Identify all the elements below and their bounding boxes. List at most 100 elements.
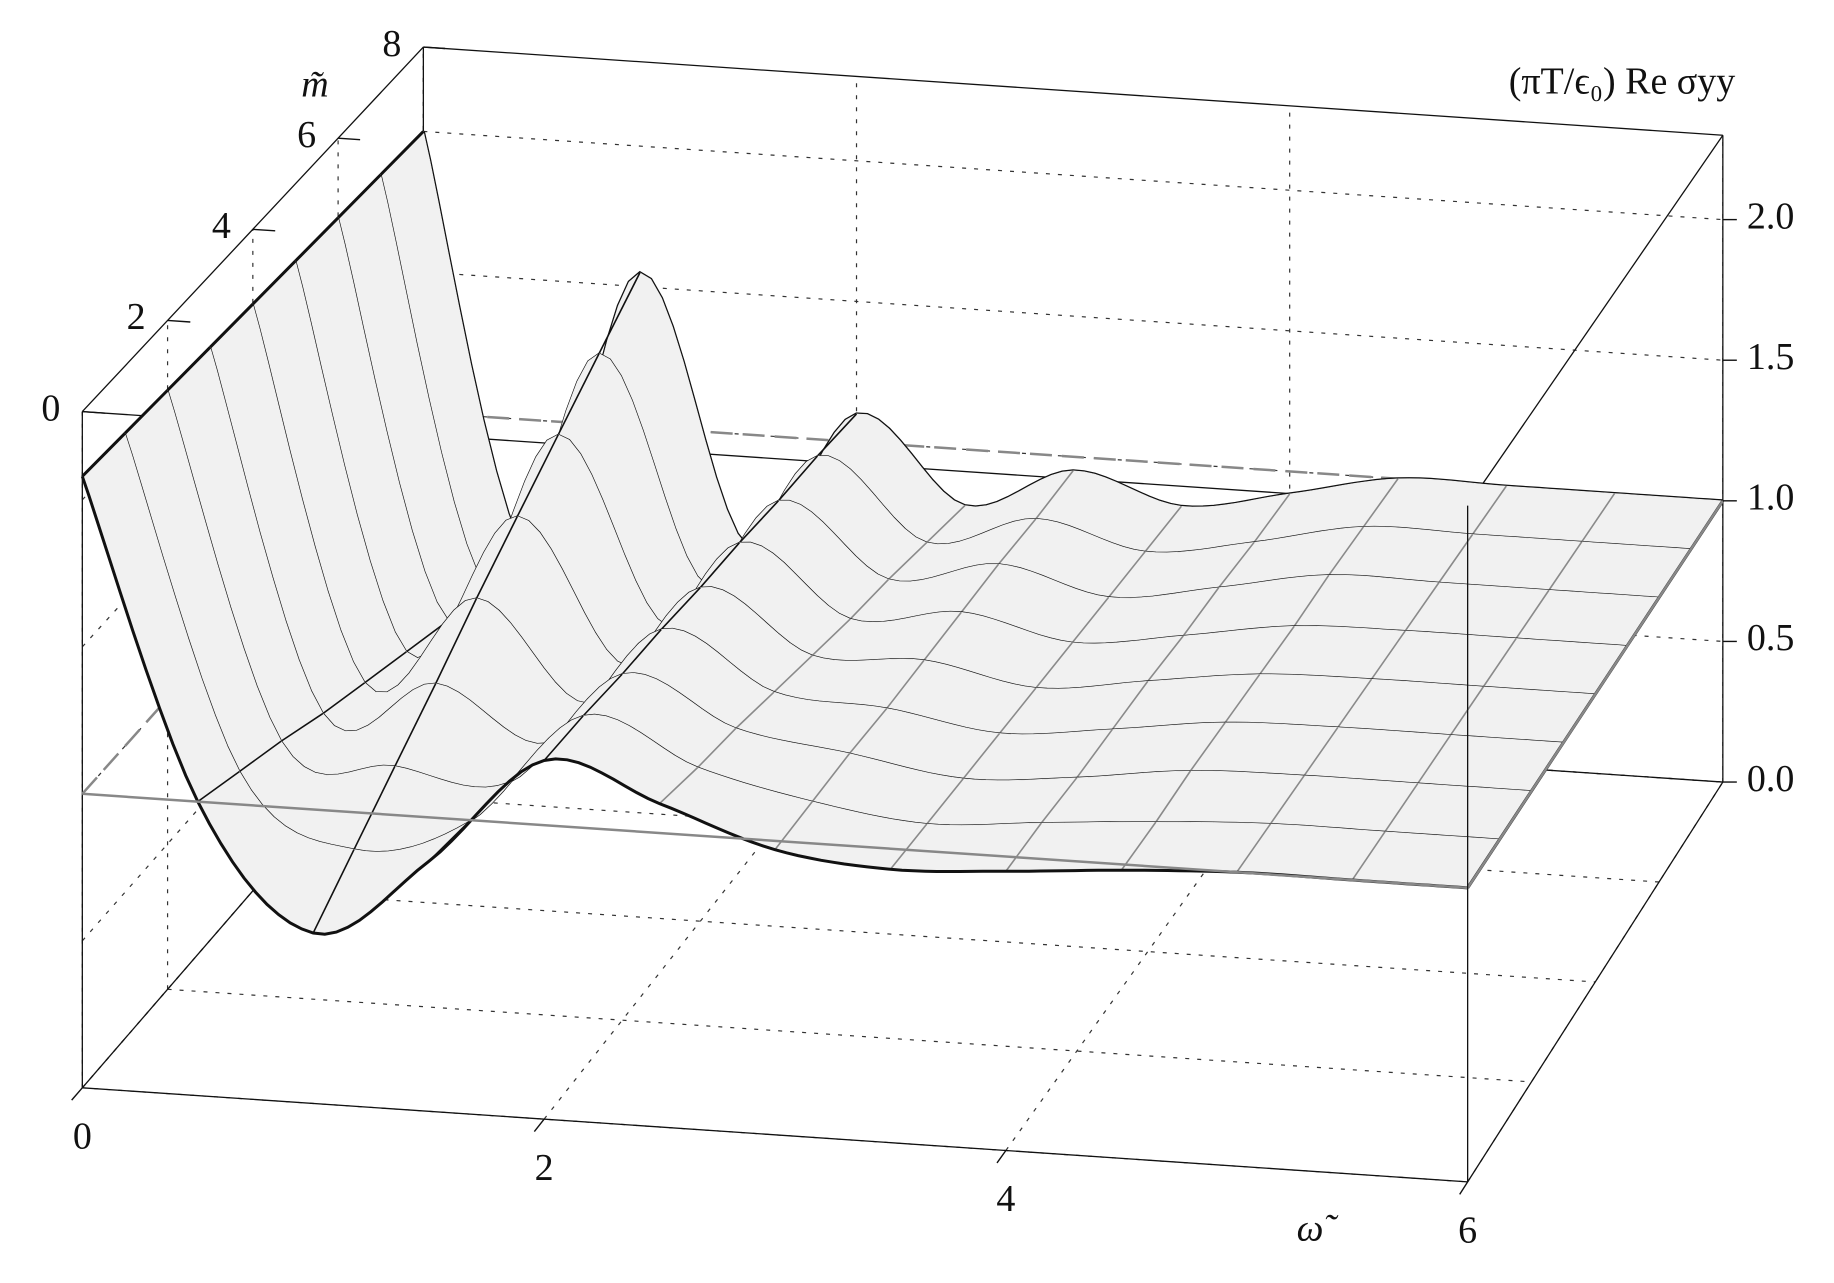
mesh-line	[998, 687, 1037, 734]
mesh-line	[197, 770, 240, 803]
mesh-line	[886, 659, 925, 709]
mesh-line	[516, 434, 559, 517]
mesh-line	[926, 778, 964, 825]
reference-plane-edge	[423, 411, 1723, 503]
mesh-line	[1035, 642, 1073, 689]
mesh-line	[1224, 673, 1261, 724]
z-tick-label: 2.0	[1747, 195, 1795, 237]
y-axis-label: m̃	[301, 64, 328, 106]
mesh-line	[239, 740, 282, 773]
mesh-line	[1417, 734, 1452, 784]
mesh-line	[1071, 596, 1110, 644]
mesh-line	[1155, 770, 1192, 823]
mesh-line	[1269, 775, 1305, 825]
y-tick-label: 4	[212, 205, 231, 247]
mesh-line	[1189, 722, 1226, 772]
z-tick-label: 0.0	[1747, 758, 1795, 800]
mesh-line	[889, 823, 928, 870]
mesh-line	[848, 707, 888, 755]
mesh-line	[1404, 582, 1440, 632]
y-tick-label: 2	[127, 296, 146, 338]
z-tick-label: 1.5	[1747, 336, 1795, 378]
mesh-line	[923, 611, 962, 661]
mesh-line	[364, 651, 407, 684]
mesh-line	[280, 712, 324, 742]
x-tick-label: 6	[1458, 1210, 1477, 1252]
mesh-line	[582, 673, 623, 717]
mesh-line	[337, 173, 382, 219]
box-edge	[82, 1087, 1468, 1183]
grid-line	[423, 130, 1723, 221]
mesh-line	[1384, 782, 1419, 833]
mesh-line	[735, 691, 775, 729]
mesh-line	[777, 455, 819, 502]
mesh-line	[658, 766, 699, 805]
mesh-line	[322, 682, 366, 715]
mesh-line	[699, 542, 740, 589]
y-tick-label: 8	[382, 23, 401, 65]
y-tick	[338, 137, 361, 141]
mesh-line	[1548, 541, 1583, 591]
mesh-line	[294, 216, 340, 263]
mesh-line	[1218, 541, 1255, 589]
mesh-line	[660, 587, 701, 630]
mesh-line	[1337, 678, 1373, 728]
mesh-line	[209, 303, 254, 349]
z-axis-label: (πT/ϵ₀) Re σyy	[1509, 61, 1736, 103]
mesh-line	[353, 765, 396, 850]
grid-line	[81, 552, 424, 942]
mesh-line	[435, 597, 478, 684]
mesh-line	[598, 272, 641, 354]
mesh-line	[738, 500, 779, 544]
mesh-line	[1438, 533, 1474, 584]
mesh-line	[1040, 777, 1078, 824]
mesh-line	[1303, 726, 1339, 777]
mesh-line	[1258, 625, 1295, 675]
x-tick-label: 2	[535, 1147, 554, 1189]
mesh-line	[960, 563, 1000, 613]
x-tick-label: 4	[996, 1178, 1015, 1220]
box-edge	[423, 46, 1723, 136]
mesh-line	[543, 715, 584, 762]
mesh-line	[166, 346, 212, 392]
mesh-line	[887, 542, 928, 580]
x-tick	[533, 1118, 545, 1132]
mesh-line	[1076, 728, 1113, 779]
mesh-line	[81, 432, 127, 478]
y-tick	[167, 319, 191, 323]
mesh-line	[1351, 831, 1386, 881]
mesh-line	[811, 618, 851, 657]
mesh-line	[251, 259, 297, 306]
x-tick	[1459, 1181, 1469, 1195]
mesh-line	[1515, 589, 1550, 639]
mesh-line	[123, 389, 169, 435]
mesh-line	[697, 727, 737, 769]
z-tick-label: 1.0	[1747, 477, 1795, 519]
mesh-line	[1581, 493, 1616, 543]
y-tick-label: 0	[41, 387, 60, 429]
mesh-line	[394, 683, 437, 767]
mesh-line	[312, 849, 355, 934]
mesh-line	[1471, 485, 1507, 535]
mesh-line	[997, 518, 1037, 565]
mesh-line	[962, 732, 1001, 780]
mesh-line	[557, 353, 600, 436]
mesh-line	[1236, 823, 1272, 873]
z-tick-label: 0.5	[1747, 617, 1795, 659]
mesh-line	[1005, 822, 1042, 872]
mesh-line	[926, 505, 966, 544]
mesh-line	[475, 515, 519, 599]
mesh-line	[379, 130, 425, 176]
x-tick-label: 0	[73, 1116, 92, 1158]
mesh-line	[1144, 505, 1183, 553]
y-tick-label: 6	[297, 114, 316, 156]
mesh-line	[811, 753, 851, 803]
reference-plane-edge	[1466, 500, 1724, 889]
mesh-line	[849, 578, 890, 620]
box-edge	[1467, 781, 1724, 1183]
x-tick	[71, 1087, 83, 1101]
mesh-line	[1362, 478, 1399, 528]
mesh-line	[1370, 630, 1406, 680]
mesh-line	[1328, 526, 1365, 576]
